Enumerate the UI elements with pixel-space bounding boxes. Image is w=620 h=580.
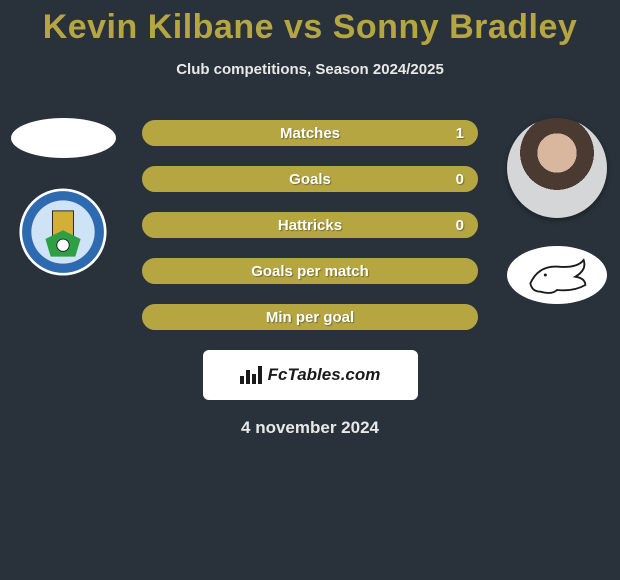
player-left-avatar (11, 118, 116, 158)
subtitle: Club competitions, Season 2024/2025 (0, 61, 620, 78)
page-title: Kevin Kilbane vs Sonny Bradley (0, 0, 620, 47)
stat-value-right: 0 (456, 171, 464, 188)
stat-bar-goals-per-match: Goals per match (140, 256, 480, 286)
stat-label: Matches (280, 125, 340, 142)
stat-bar-hattricks: Hattricks 0 (140, 210, 480, 240)
brand-text: FcTables.com (268, 365, 381, 385)
stat-bar-matches: Matches 1 (140, 118, 480, 148)
club-badge-right (507, 246, 607, 304)
stat-value-right: 1 (456, 125, 464, 142)
brand-box: FcTables.com (203, 350, 418, 400)
stat-label: Hattricks (278, 217, 342, 234)
stat-bar-min-per-goal: Min per goal (140, 302, 480, 332)
player-right-column (502, 118, 612, 304)
player-right-avatar (507, 118, 607, 218)
stat-label: Goals (289, 171, 331, 188)
comparison-area: Matches 1 Goals 0 Hattricks 0 Goals per … (0, 118, 620, 438)
stat-label: Min per goal (266, 309, 354, 326)
player-left-column (8, 118, 118, 276)
stat-value-right: 0 (456, 217, 464, 234)
club-badge-left (19, 188, 107, 276)
stat-bar-goals: Goals 0 (140, 164, 480, 194)
brand-bars-icon (240, 366, 262, 384)
date-text: 4 november 2024 (0, 418, 620, 438)
stat-bars: Matches 1 Goals 0 Hattricks 0 Goals per … (140, 118, 480, 332)
stat-label: Goals per match (251, 263, 369, 280)
